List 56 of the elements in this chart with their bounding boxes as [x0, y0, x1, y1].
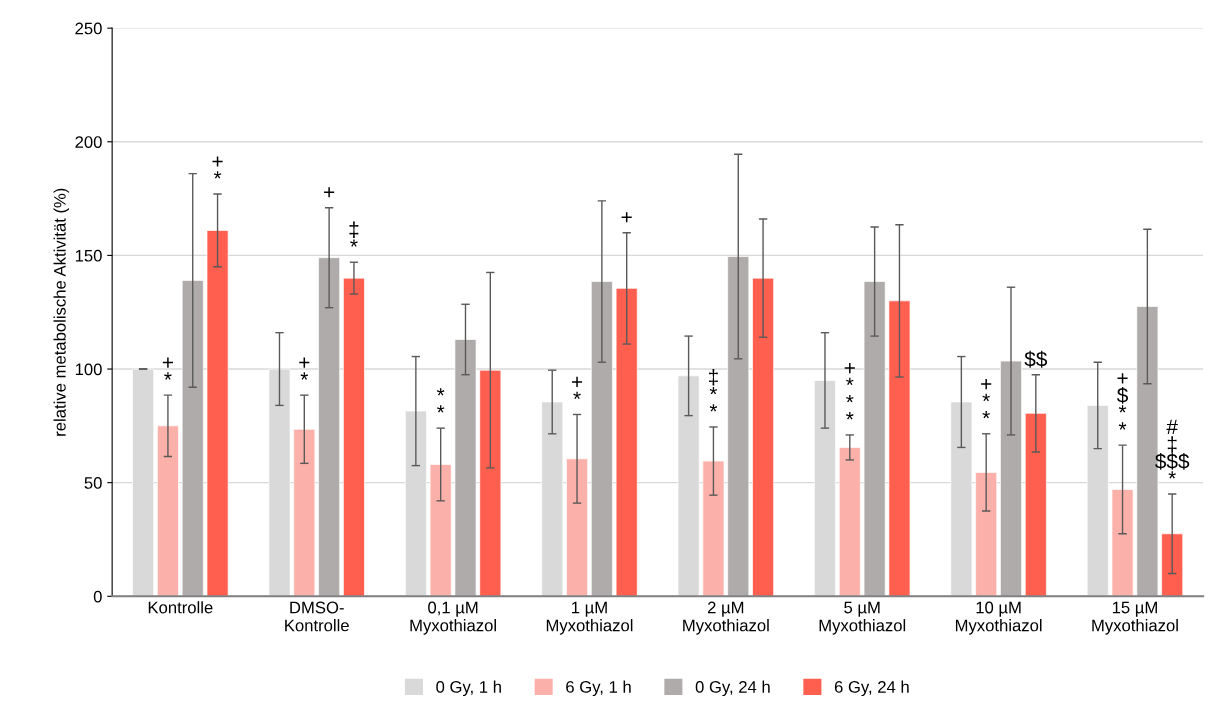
data-label: + *: [212, 156, 223, 179]
y-tick-label: 100: [75, 363, 102, 376]
bar: [727, 256, 750, 597]
bar: [566, 458, 588, 597]
bar: [429, 464, 452, 597]
data-label: + * * *: [844, 362, 855, 420]
bar: [1024, 413, 1047, 597]
y-tick-label: 250: [75, 22, 102, 35]
y-tick-label: 150: [75, 249, 102, 262]
x-tick-label: Kontrolle: [148, 601, 213, 614]
bar: [1000, 360, 1022, 597]
x-tick-label: 1 µM Myxothiazol: [546, 601, 633, 635]
bar: [615, 288, 638, 597]
bar: [590, 281, 613, 597]
bar: [1161, 533, 1184, 597]
bar: [1111, 489, 1134, 597]
data-label: +: [324, 187, 335, 198]
legend-label: 6 Gy, 24 h: [834, 680, 909, 697]
bar: [702, 460, 725, 597]
bar: [863, 281, 886, 597]
data-label: +: [621, 212, 632, 223]
bar: [975, 472, 998, 597]
data-label: + *: [162, 357, 173, 380]
data-label: + * *: [981, 378, 992, 419]
data-label: $$: [1024, 350, 1048, 368]
data-label: + $ * *: [1116, 373, 1129, 430]
y-tick-label: 50: [84, 477, 102, 489]
data-label: + *: [571, 376, 583, 399]
bar: [293, 428, 316, 597]
bar: [888, 300, 911, 597]
bar: [838, 447, 861, 597]
data-label: + *: [299, 357, 310, 380]
x-tick-label: 10 µM Myxothiazol: [955, 601, 1042, 635]
x-tick-label: 2 µM Myxothiazol: [683, 601, 769, 635]
x-tick-label: 15 µM Myxothiazol: [1092, 601, 1178, 635]
x-tick-label: 5 µM Myxothiazol: [819, 601, 906, 635]
bar: [752, 277, 774, 597]
data-label: # ‡ $$$ *: [1155, 419, 1190, 479]
bar: [181, 280, 204, 597]
data-label: ‡ * *: [709, 369, 718, 412]
legend-label: 6 Gy, 1 h: [566, 680, 631, 697]
bar: [343, 277, 365, 597]
legend-label: 0 Gy, 1 h: [436, 680, 501, 697]
bar: [454, 339, 477, 597]
data-label: ‡ *: [349, 221, 359, 247]
bar: [479, 369, 502, 597]
bar: [206, 230, 229, 597]
bar: [157, 425, 179, 597]
y-axis-title: relative metabolische Aktivität (%): [53, 188, 70, 436]
x-tick-label: 0,1 µM Myxothiazol: [410, 601, 496, 635]
x-tick-label: DMSO- Kontrolle: [285, 601, 349, 632]
y-tick-label: 0: [93, 590, 102, 603]
legend-label: 0 Gy, 24 h: [695, 680, 770, 697]
data-label: * *: [436, 388, 445, 413]
bar: [318, 257, 341, 597]
y-tick-label: 200: [75, 136, 102, 148]
